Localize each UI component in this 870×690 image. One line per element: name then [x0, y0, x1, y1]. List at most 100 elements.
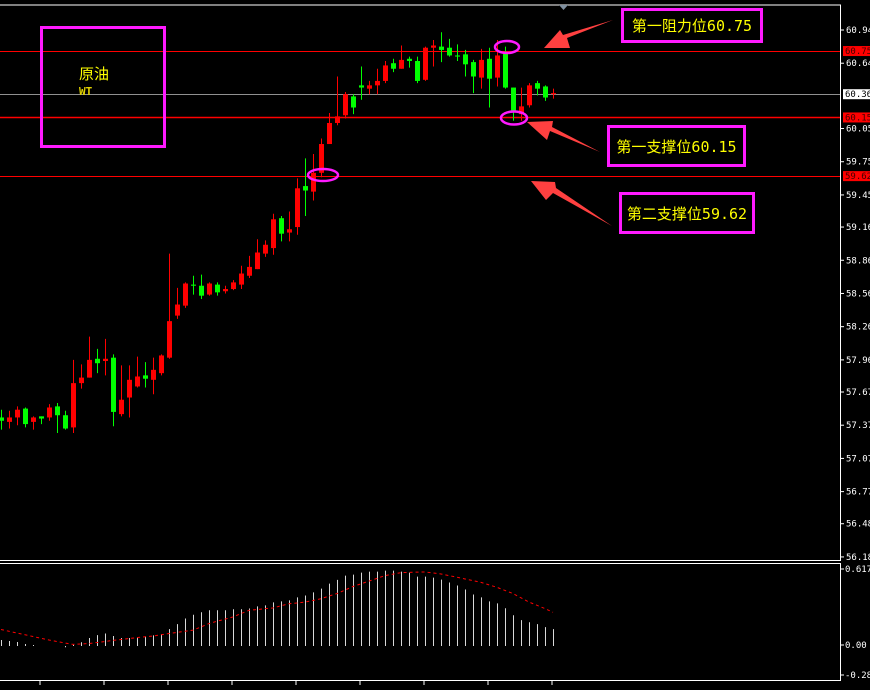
scroll-marker-icon[interactable]: [559, 5, 568, 10]
candle-body: [207, 283, 212, 295]
candle: [7, 410, 12, 429]
candle: [391, 58, 396, 73]
support2-annotation: 第二支撑位59.62: [619, 192, 755, 234]
candle: [23, 407, 28, 428]
instrument-label-box: 原油 WT: [40, 26, 166, 148]
candle-body: [0, 417, 4, 421]
indicator-axis: 0.6171 0.00 -0.284: [840, 565, 870, 681]
time-axis: [39, 681, 553, 685]
indicator-tick-label: 0.6171: [845, 565, 870, 575]
price-tick-label: 58.26: [846, 323, 870, 333]
candle-body: [247, 266, 252, 276]
candle-body: [143, 375, 148, 379]
price-tick-label: 60.64: [846, 59, 870, 69]
candle-body: [303, 186, 308, 191]
candle: [231, 280, 236, 291]
candle: [55, 403, 60, 433]
instrument-code: WT: [79, 85, 93, 98]
candle: [479, 48, 484, 89]
candle: [463, 49, 468, 77]
candle: [319, 138, 324, 178]
candle-body: [543, 86, 548, 98]
candle-body: [399, 59, 404, 69]
price-tick-label: 56.48: [846, 520, 870, 530]
candle-body: [239, 273, 244, 285]
candle-body: [47, 407, 52, 418]
candle-body: [95, 358, 100, 364]
arrow-icon: [544, 20, 613, 48]
candle-body: [127, 379, 132, 398]
candle-body: [71, 383, 76, 428]
candle-body: [551, 93, 556, 95]
candle: [335, 76, 340, 126]
candle-body: [463, 54, 468, 65]
candle-body: [455, 55, 460, 57]
price-tick-label: 57.07: [846, 454, 870, 464]
candle: [159, 354, 164, 376]
current-price-label-bg: [843, 89, 870, 100]
price-tick-label: 59.45: [846, 191, 870, 201]
candle: [71, 359, 76, 433]
arrow-icon: [527, 121, 600, 152]
candle-body: [367, 85, 372, 89]
candle-body: [175, 304, 180, 316]
candle-body: [231, 282, 236, 290]
level-price-label-bg: [843, 112, 870, 123]
candle-body: [359, 85, 364, 88]
resistance-highlight: [493, 39, 521, 55]
candle: [127, 365, 132, 418]
candle-body: [183, 283, 188, 306]
candle: [31, 416, 36, 430]
candle-body: [527, 85, 532, 106]
candle: [183, 282, 188, 308]
candle-body: [7, 417, 12, 422]
candle-body: [31, 417, 36, 422]
resistance-annotation: 第一阻力位60.75: [621, 8, 763, 43]
level-lines: [0, 51, 840, 177]
candle: [303, 158, 308, 216]
indicator-tick-label: -0.284: [845, 671, 870, 681]
price-tick-label: 60.94: [846, 26, 870, 36]
candle-body: [15, 409, 20, 418]
candle: [95, 348, 100, 374]
candle: [0, 409, 4, 430]
level-price-label: 60.15: [845, 113, 870, 123]
candle: [415, 56, 420, 84]
candles: [0, 32, 556, 433]
candle-body: [295, 188, 300, 228]
instrument-name: 原油: [79, 65, 110, 83]
candle: [375, 68, 380, 95]
candle: [151, 357, 156, 395]
candle-body: [223, 289, 228, 292]
candle-body: [111, 357, 116, 412]
price-tick-label: 58.56: [846, 289, 870, 299]
candle-body: [287, 229, 292, 233]
candle-body: [471, 62, 476, 77]
price-tick-label: 57.96: [846, 356, 870, 366]
candle: [431, 39, 436, 67]
candle-body: [407, 58, 412, 61]
candle: [527, 83, 532, 108]
support2-highlight: [306, 167, 340, 183]
candle: [175, 287, 180, 319]
candle: [223, 285, 228, 294]
candle: [199, 274, 204, 300]
candle: [511, 87, 516, 121]
candle: [551, 88, 556, 99]
candle-body: [263, 244, 268, 254]
candle-body: [23, 408, 28, 425]
candle: [519, 87, 524, 121]
price-tick-label: 60.05: [846, 125, 870, 135]
candle-body: [487, 58, 492, 79]
candle: [359, 66, 364, 100]
candle: [407, 56, 412, 68]
level-price-label: 60.75: [845, 47, 870, 57]
candle: [103, 338, 108, 376]
candle-body: [447, 47, 452, 56]
candle: [327, 113, 332, 145]
candle: [367, 80, 372, 95]
candle-body: [39, 416, 44, 419]
price-tick-label: 56.18: [846, 553, 870, 563]
candle-body: [279, 218, 284, 234]
